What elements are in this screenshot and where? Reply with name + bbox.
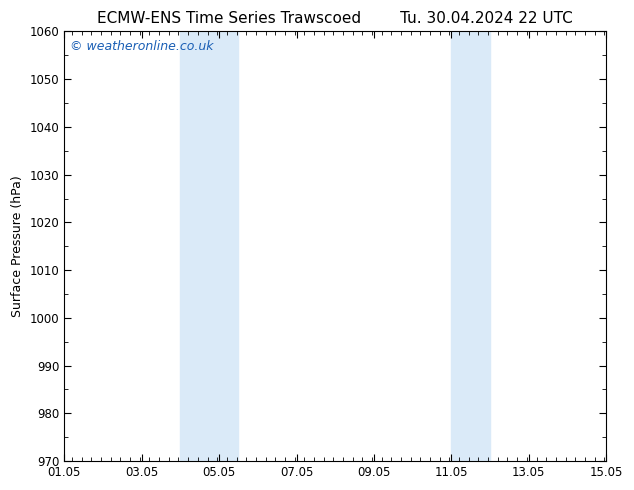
Title: ECMW-ENS Time Series Trawscoed        Tu. 30.04.2024 22 UTC: ECMW-ENS Time Series Trawscoed Tu. 30.04…: [98, 11, 573, 26]
Text: © weatheronline.co.uk: © weatheronline.co.uk: [70, 40, 213, 53]
Y-axis label: Surface Pressure (hPa): Surface Pressure (hPa): [11, 175, 24, 317]
Bar: [451, 31, 490, 461]
Bar: [181, 31, 238, 461]
